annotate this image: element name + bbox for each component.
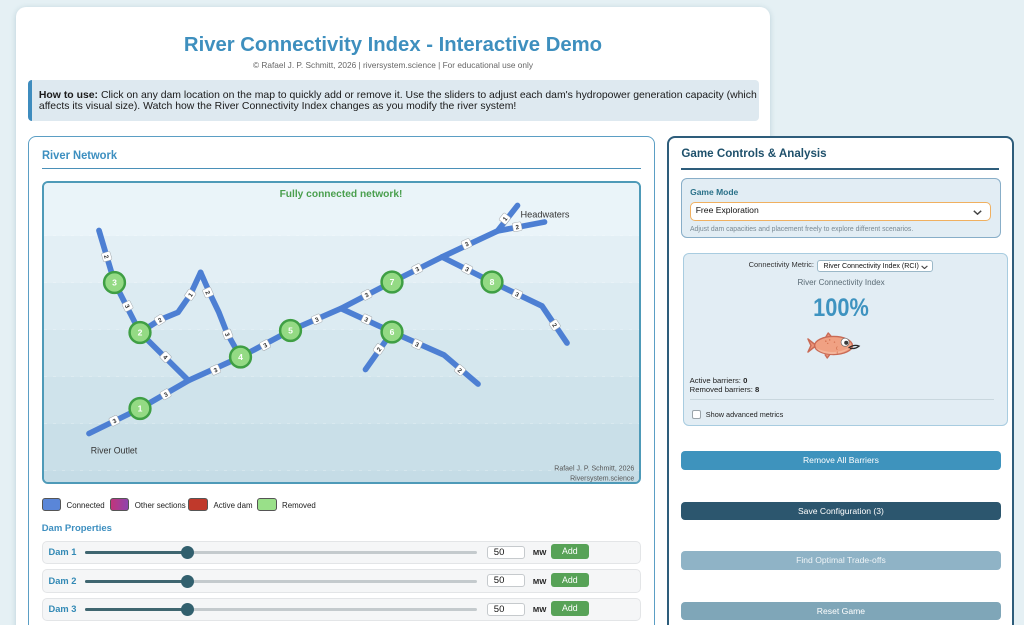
svg-text:5: 5 bbox=[288, 326, 293, 336]
svg-text:3: 3 bbox=[414, 266, 421, 274]
svg-text:2: 2 bbox=[455, 368, 463, 376]
svg-text:3: 3 bbox=[112, 278, 117, 288]
svg-text:3: 3 bbox=[513, 292, 520, 300]
svg-text:Riversystem.science: Riversystem.science bbox=[570, 476, 634, 483]
svg-text:2: 2 bbox=[137, 328, 142, 338]
svg-text:3: 3 bbox=[222, 332, 230, 338]
svg-text:3: 3 bbox=[262, 342, 269, 350]
svg-text:6: 6 bbox=[389, 328, 394, 338]
svg-text:2: 2 bbox=[550, 323, 558, 330]
svg-text:3: 3 bbox=[212, 367, 219, 375]
svg-text:1: 1 bbox=[187, 292, 195, 299]
svg-text:Fully connected network!: Fully connected network! bbox=[279, 189, 402, 200]
svg-text:3: 3 bbox=[162, 391, 169, 399]
svg-text:8: 8 bbox=[489, 278, 494, 288]
svg-text:3: 3 bbox=[463, 266, 470, 274]
svg-text:2: 2 bbox=[101, 255, 109, 261]
svg-text:River Outlet: River Outlet bbox=[90, 446, 137, 456]
svg-text:Headwaters: Headwaters bbox=[520, 210, 569, 220]
svg-text:1: 1 bbox=[137, 404, 142, 414]
svg-text:3: 3 bbox=[363, 292, 370, 300]
svg-text:3: 3 bbox=[111, 418, 118, 426]
svg-text:4: 4 bbox=[161, 354, 169, 362]
svg-text:7: 7 bbox=[389, 278, 394, 288]
svg-text:3: 3 bbox=[363, 317, 370, 325]
svg-text:3: 3 bbox=[122, 304, 130, 311]
svg-text:3: 3 bbox=[413, 342, 419, 350]
svg-text:4: 4 bbox=[238, 353, 243, 363]
svg-text:Rafael J. P. Schmitt, 2026: Rafael J. P. Schmitt, 2026 bbox=[554, 466, 634, 473]
svg-text:1: 1 bbox=[501, 216, 509, 223]
svg-text:2: 2 bbox=[156, 317, 163, 325]
svg-text:2: 2 bbox=[203, 290, 211, 296]
svg-text:3: 3 bbox=[314, 316, 320, 324]
svg-text:2: 2 bbox=[515, 224, 520, 232]
svg-text:2: 2 bbox=[375, 346, 383, 353]
svg-text:3: 3 bbox=[463, 241, 470, 249]
